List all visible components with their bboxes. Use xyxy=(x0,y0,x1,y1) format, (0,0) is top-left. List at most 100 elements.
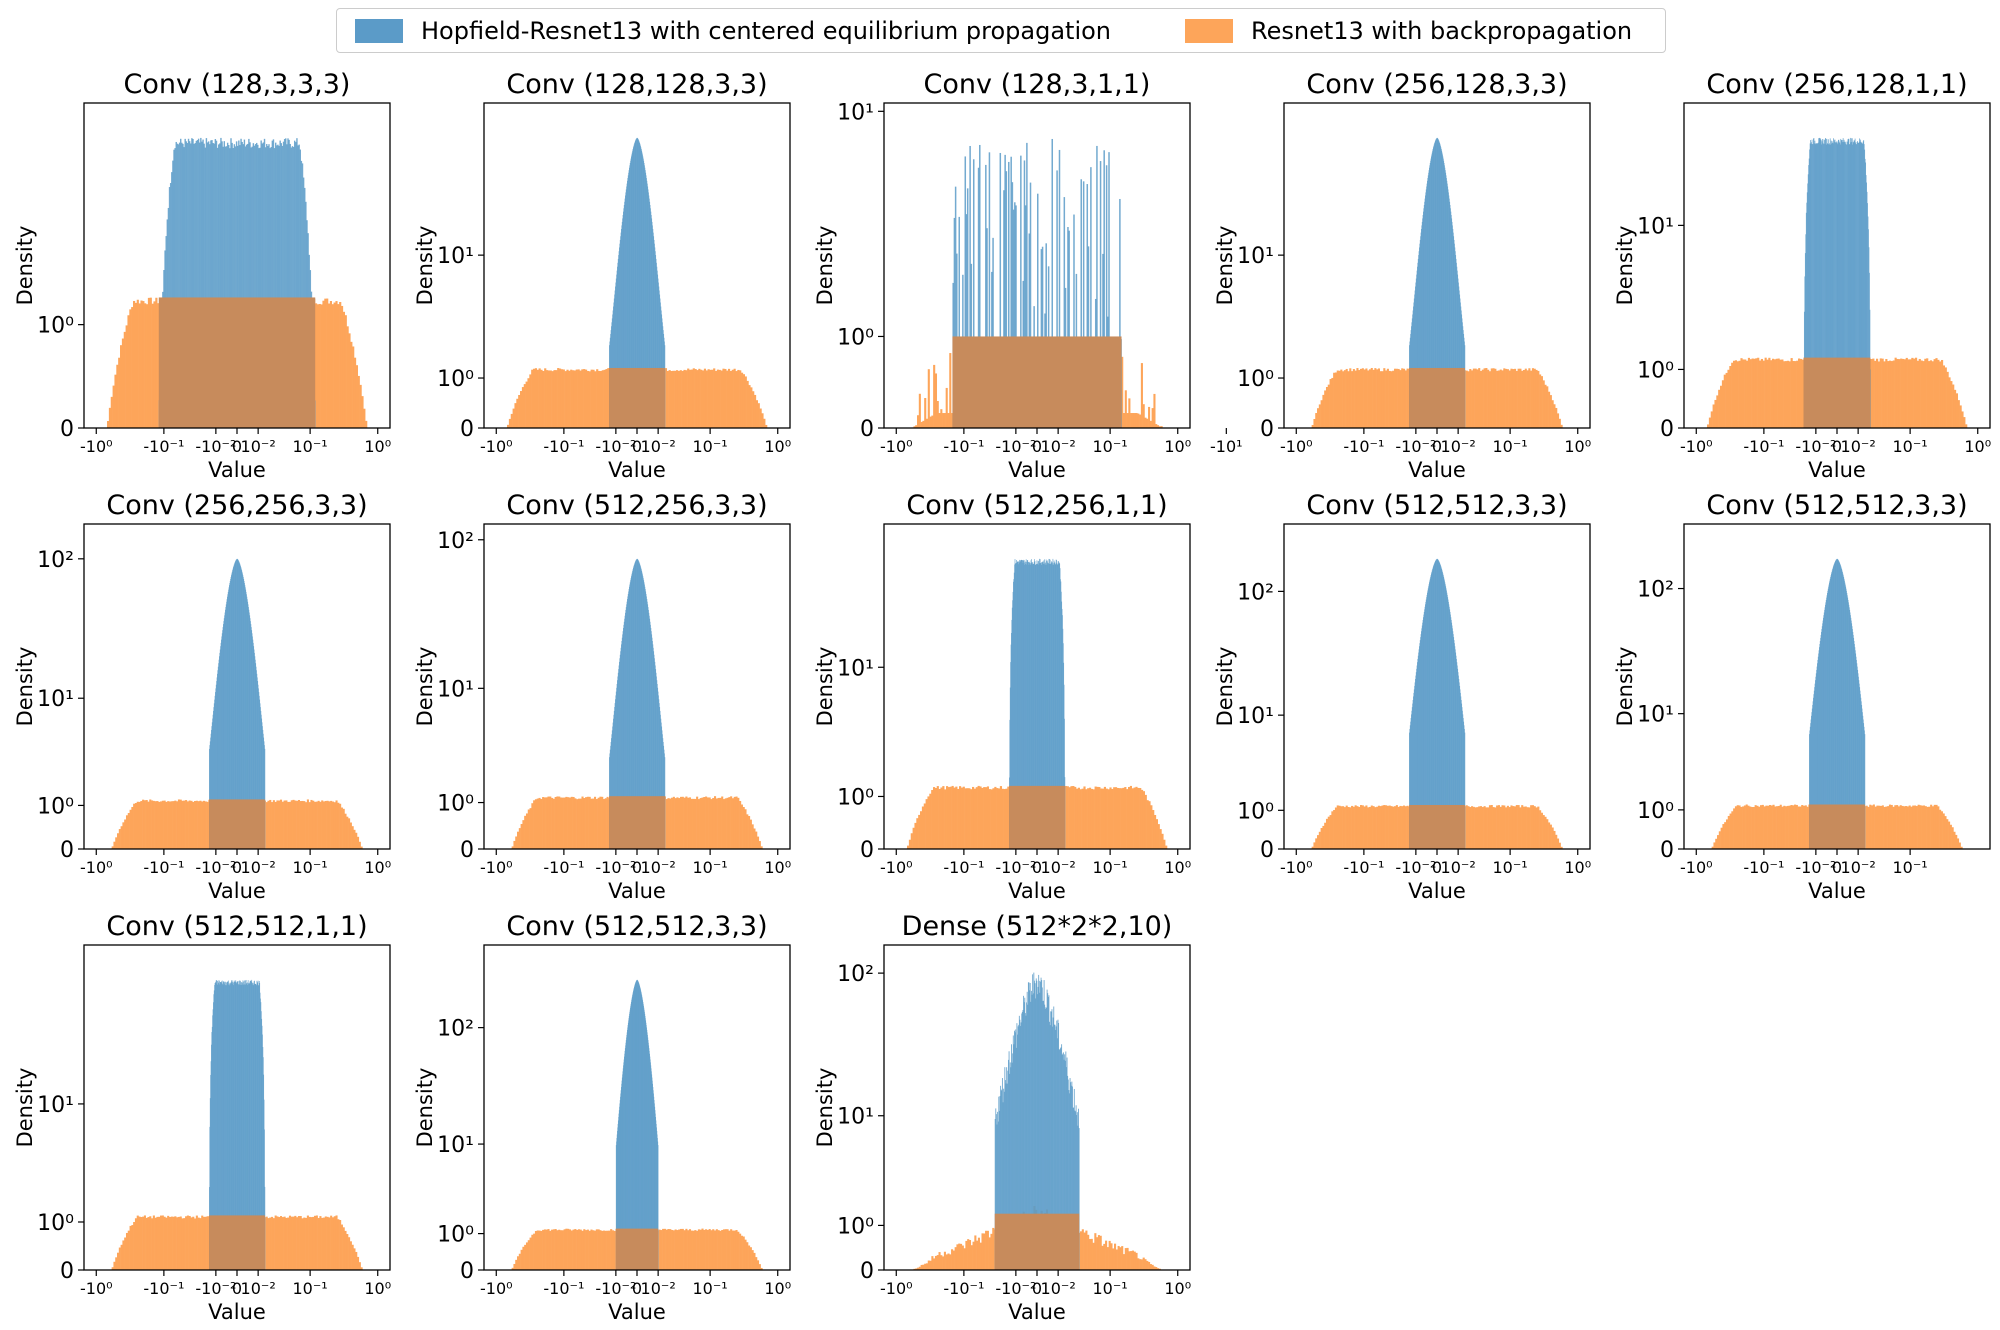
histogram-bar xyxy=(1815,673,1817,849)
y-tick-label: 0 xyxy=(460,1259,474,1284)
histogram-bar xyxy=(330,1215,333,1270)
histogram-bar xyxy=(246,594,247,849)
x-tick-label: -10⁻² xyxy=(1795,858,1836,877)
histogram-bar xyxy=(1157,824,1160,849)
histogram-bar xyxy=(1823,615,1825,849)
histogram-bar xyxy=(1885,806,1888,849)
overlap-region xyxy=(1409,367,1465,428)
histogram-bar xyxy=(1425,604,1426,849)
histogram-bar xyxy=(1423,614,1425,849)
y-axis-label: Density xyxy=(1613,226,1637,306)
histogram-bar xyxy=(1438,561,1440,849)
x-tick-label: 0 xyxy=(1032,858,1042,877)
histogram-bar xyxy=(761,413,764,428)
histogram-bar xyxy=(524,815,527,849)
x-tick-label: 10⁻¹ xyxy=(1893,437,1928,456)
histogram-bar xyxy=(1037,994,1038,1270)
histogram-bar xyxy=(279,799,283,849)
histogram-bar xyxy=(1139,788,1142,849)
histogram-bar xyxy=(529,808,532,849)
histogram-bar xyxy=(142,301,145,428)
histogram-bar xyxy=(645,591,647,849)
y-axis-label: Density xyxy=(813,1068,837,1148)
histogram-bar xyxy=(710,1230,713,1270)
histogram-bar xyxy=(1953,389,1957,428)
histogram-bar xyxy=(685,1228,688,1270)
histogram-bar xyxy=(951,413,954,428)
histogram-bar xyxy=(271,1216,274,1270)
histogram-bar xyxy=(1558,418,1561,428)
histogram-bar xyxy=(1450,208,1451,428)
histogram-bar xyxy=(1052,564,1054,849)
histogram-bar xyxy=(574,1229,577,1270)
x-tick-label: -10⁻² xyxy=(1395,437,1436,456)
histogram-bar xyxy=(649,1050,650,1270)
histogram-bar xyxy=(972,159,975,428)
histogram-bar xyxy=(281,145,284,429)
histogram-bar xyxy=(1419,646,1420,849)
histogram-bar xyxy=(1857,669,1859,849)
x-tick-label: 10⁻² xyxy=(1041,1279,1076,1298)
histogram-bar xyxy=(1042,562,1044,849)
histogram-bar xyxy=(726,797,729,849)
histogram-bar xyxy=(1826,597,1827,849)
histogram-bar xyxy=(219,143,221,428)
histogram-bar xyxy=(1419,239,1421,428)
histogram-bar xyxy=(988,1237,991,1270)
histogram-bar xyxy=(1090,788,1094,849)
x-tick-label: -10⁰ xyxy=(80,437,113,456)
y-tick-label: 10¹ xyxy=(37,687,74,712)
histogram-bar xyxy=(236,558,238,849)
histogram-bar xyxy=(1420,634,1422,849)
histogram-bar xyxy=(1130,413,1133,428)
histogram-bar xyxy=(1425,195,1426,428)
histogram-bar xyxy=(685,370,688,428)
histogram-bar xyxy=(1474,807,1477,849)
histogram-bar xyxy=(239,563,241,849)
histogram-bar xyxy=(927,1260,930,1270)
histogram-bar xyxy=(1047,563,1049,849)
histogram-bar xyxy=(1431,573,1432,849)
histogram-bar xyxy=(1354,370,1357,428)
histogram-bar xyxy=(353,1248,356,1270)
histogram-bar xyxy=(262,1034,263,1270)
histogram-bar xyxy=(678,1229,681,1270)
histogram-bar xyxy=(1931,361,1934,428)
histogram-bar xyxy=(1333,809,1336,849)
histogram-bar xyxy=(226,601,227,849)
hopfield-histogram xyxy=(209,558,266,849)
histogram-bar xyxy=(998,788,1001,849)
histogram-bar xyxy=(272,1218,275,1270)
histogram-bar xyxy=(760,846,763,849)
histogram-bar xyxy=(650,1068,652,1270)
histogram-bar xyxy=(138,1216,141,1270)
histogram-bar xyxy=(301,800,304,849)
histogram-bar xyxy=(616,270,618,428)
histogram-bar xyxy=(951,785,954,849)
histogram-bar xyxy=(586,796,589,849)
histogram-bar xyxy=(613,710,615,849)
histogram-bar xyxy=(1340,806,1343,849)
histogram-bar xyxy=(349,1241,352,1270)
histogram-bar xyxy=(633,989,634,1270)
histogram-bar xyxy=(240,567,242,849)
histogram-bar xyxy=(1447,189,1449,428)
histogram-bar xyxy=(954,1247,957,1270)
histogram-bar xyxy=(344,1230,347,1270)
chart-title: Conv (256,128,1,1) xyxy=(1706,69,1967,100)
histogram-bar xyxy=(1443,578,1445,849)
histogram-bar xyxy=(554,1229,557,1270)
histogram-bar xyxy=(559,797,563,849)
histogram-bar xyxy=(667,1229,670,1270)
histogram-bar xyxy=(1522,806,1526,849)
histogram-bar xyxy=(1843,578,1845,849)
histogram-bar xyxy=(722,368,725,428)
histogram-bar xyxy=(651,221,653,428)
histogram-bar xyxy=(258,695,260,849)
histogram-bar xyxy=(1041,980,1043,1270)
histogram-bar xyxy=(1458,682,1460,849)
histogram-bar xyxy=(594,371,597,428)
histogram-bar xyxy=(1015,1029,1017,1270)
histogram-bar xyxy=(255,984,257,1270)
histogram-bar xyxy=(722,799,726,849)
